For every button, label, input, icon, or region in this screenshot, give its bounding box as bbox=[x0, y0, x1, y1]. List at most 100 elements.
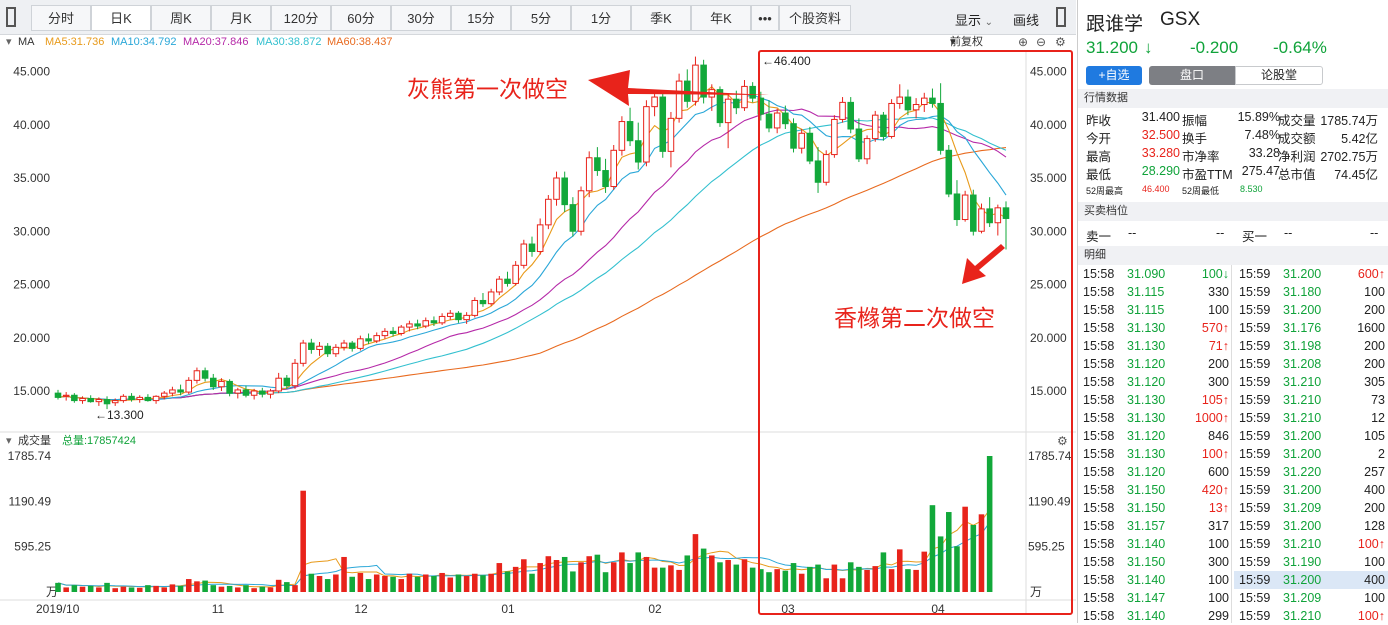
volume-bar bbox=[87, 585, 94, 592]
chevron-down-icon: ⌄ bbox=[984, 17, 994, 28]
trade-price: 31.115 bbox=[1127, 303, 1165, 317]
volume-bar bbox=[316, 576, 323, 592]
candle-body bbox=[667, 117, 675, 152]
candle-body bbox=[128, 395, 135, 401]
candle-body bbox=[316, 345, 323, 350]
tab-0[interactable]: 分时 bbox=[31, 5, 91, 31]
zoom-in-icon[interactable]: ⊕ bbox=[1018, 35, 1029, 49]
volume-bar bbox=[161, 587, 168, 592]
tab-7[interactable]: 15分 bbox=[451, 5, 511, 31]
trade-time: 15:58 bbox=[1083, 555, 1115, 569]
add-watchlist-button[interactable]: +自选 bbox=[1086, 66, 1142, 85]
tab-13[interactable]: 个股资料 bbox=[779, 5, 851, 31]
sell1-label: 卖一 bbox=[1086, 230, 1112, 244]
candle-body bbox=[479, 299, 487, 305]
candle-body bbox=[218, 380, 225, 388]
tab-pankou[interactable]: 盘口 bbox=[1149, 66, 1235, 85]
volume-settings-gear-icon[interactable]: ⚙ bbox=[1057, 434, 1068, 448]
candle-body bbox=[406, 323, 413, 328]
volume-bar bbox=[986, 456, 993, 592]
trade-time: 15:58 bbox=[1083, 591, 1115, 605]
volume-bar bbox=[537, 563, 543, 592]
candle-body bbox=[455, 312, 462, 321]
last-price: 31.200 bbox=[1086, 38, 1138, 57]
price-tick-left: 15.000 bbox=[13, 384, 50, 398]
collapse-right-icon[interactable] bbox=[1056, 7, 1066, 27]
draw-line-button[interactable]: 画线 bbox=[1013, 13, 1040, 28]
trade-time: 15:59 bbox=[1239, 501, 1271, 515]
time-tick-label: 04 bbox=[931, 602, 945, 616]
trade-volume: 200 bbox=[1364, 303, 1385, 317]
sell1-volume: -- bbox=[1216, 226, 1225, 240]
volume-bar bbox=[978, 514, 985, 592]
trade-detail-list[interactable]: 15:58 31.090 100↓ 15:58 31.115 330 15:58 31.115… bbox=[1078, 265, 1388, 623]
volume-bar bbox=[896, 549, 903, 592]
candle-body bbox=[822, 154, 830, 183]
volume-bar bbox=[700, 548, 707, 592]
collapse-left-icon[interactable] bbox=[6, 7, 16, 27]
volume-bar bbox=[602, 572, 609, 592]
tab-11[interactable]: 年K bbox=[691, 5, 751, 31]
volume-bar bbox=[872, 566, 879, 592]
candle-body bbox=[896, 96, 904, 104]
buy1-volume: -- bbox=[1370, 226, 1379, 240]
more-icon[interactable]: ••• bbox=[751, 5, 779, 31]
trade-volume: 100 bbox=[1364, 285, 1385, 299]
tab-9[interactable]: 1分 bbox=[571, 5, 631, 31]
trade-price: 31.200 bbox=[1283, 303, 1322, 317]
ma10-line bbox=[57, 94, 1007, 401]
ma5-label: MA5:31.736 bbox=[45, 36, 105, 48]
collapse-volume-icon[interactable]: ▾ bbox=[6, 435, 12, 447]
volume-bar bbox=[651, 567, 658, 592]
volume-bar bbox=[292, 585, 298, 592]
trade-time: 15:59 bbox=[1239, 321, 1271, 335]
trade-price: 31.120 bbox=[1127, 357, 1166, 371]
volume-tick-left: 595.25 bbox=[14, 540, 51, 554]
volume-bar bbox=[594, 554, 601, 592]
tab-6[interactable]: 30分 bbox=[391, 5, 451, 31]
candle-body bbox=[561, 177, 568, 206]
candle-body bbox=[994, 207, 1002, 224]
candle-body bbox=[373, 335, 381, 342]
quote-label: 今开 bbox=[1086, 132, 1112, 146]
trade-time: 15:59 bbox=[1239, 573, 1271, 587]
tab-forum[interactable]: 论股堂 bbox=[1235, 66, 1323, 85]
trade-price: 31.200 bbox=[1283, 447, 1322, 461]
quote-value: 28.290 bbox=[1141, 164, 1180, 178]
volume-bar bbox=[373, 574, 380, 592]
tab-2[interactable]: 周K bbox=[151, 5, 211, 31]
volume-bar bbox=[218, 586, 225, 592]
tab-4[interactable]: 120分 bbox=[271, 5, 331, 31]
trade-price: 31.157 bbox=[1127, 519, 1166, 533]
kline-chart[interactable]: 45.000 45.000 40.000 40.000 35.000 35.000 30.0… bbox=[0, 50, 1076, 623]
trade-volume: 71↑ bbox=[1208, 339, 1229, 353]
zoom-out-icon[interactable]: ⊖ bbox=[1036, 35, 1047, 49]
ma-title: MA bbox=[18, 36, 35, 48]
tab-5[interactable]: 60分 bbox=[331, 5, 391, 31]
quote-value: 2702.75万 bbox=[1320, 150, 1378, 164]
tab-8[interactable]: 5分 bbox=[511, 5, 571, 31]
volume-bar bbox=[406, 573, 413, 592]
volume-bar bbox=[954, 546, 960, 592]
volume-bar bbox=[136, 587, 143, 592]
volume-bar bbox=[643, 556, 650, 592]
volume-bar bbox=[414, 576, 421, 592]
volume-bar bbox=[324, 579, 331, 592]
tab-1[interactable]: 日K bbox=[91, 5, 151, 31]
candle-body bbox=[651, 96, 658, 108]
volume-bar bbox=[504, 571, 511, 592]
price-row: 31.200 ↓ -0.200 -0.64% bbox=[1078, 38, 1388, 60]
trade-volume: 13↑ bbox=[1208, 501, 1229, 515]
collapse-ma-icon[interactable]: ▾ bbox=[6, 36, 12, 48]
quote-label: 市盈TTM bbox=[1182, 168, 1233, 182]
tab-3[interactable]: 月K bbox=[211, 5, 271, 31]
display-label: 显示 bbox=[955, 13, 982, 28]
tab-10[interactable]: 季K bbox=[631, 5, 691, 31]
display-menu[interactable]: 显示 ⌄ bbox=[955, 10, 993, 29]
volume-bar bbox=[455, 574, 462, 592]
volume-bar bbox=[145, 585, 151, 592]
trade-price: 31.115 bbox=[1127, 285, 1165, 299]
trade-volume: 73 bbox=[1371, 393, 1385, 407]
volume-bar bbox=[561, 556, 568, 592]
settings-gear-icon[interactable]: ⚙ bbox=[1055, 35, 1066, 49]
